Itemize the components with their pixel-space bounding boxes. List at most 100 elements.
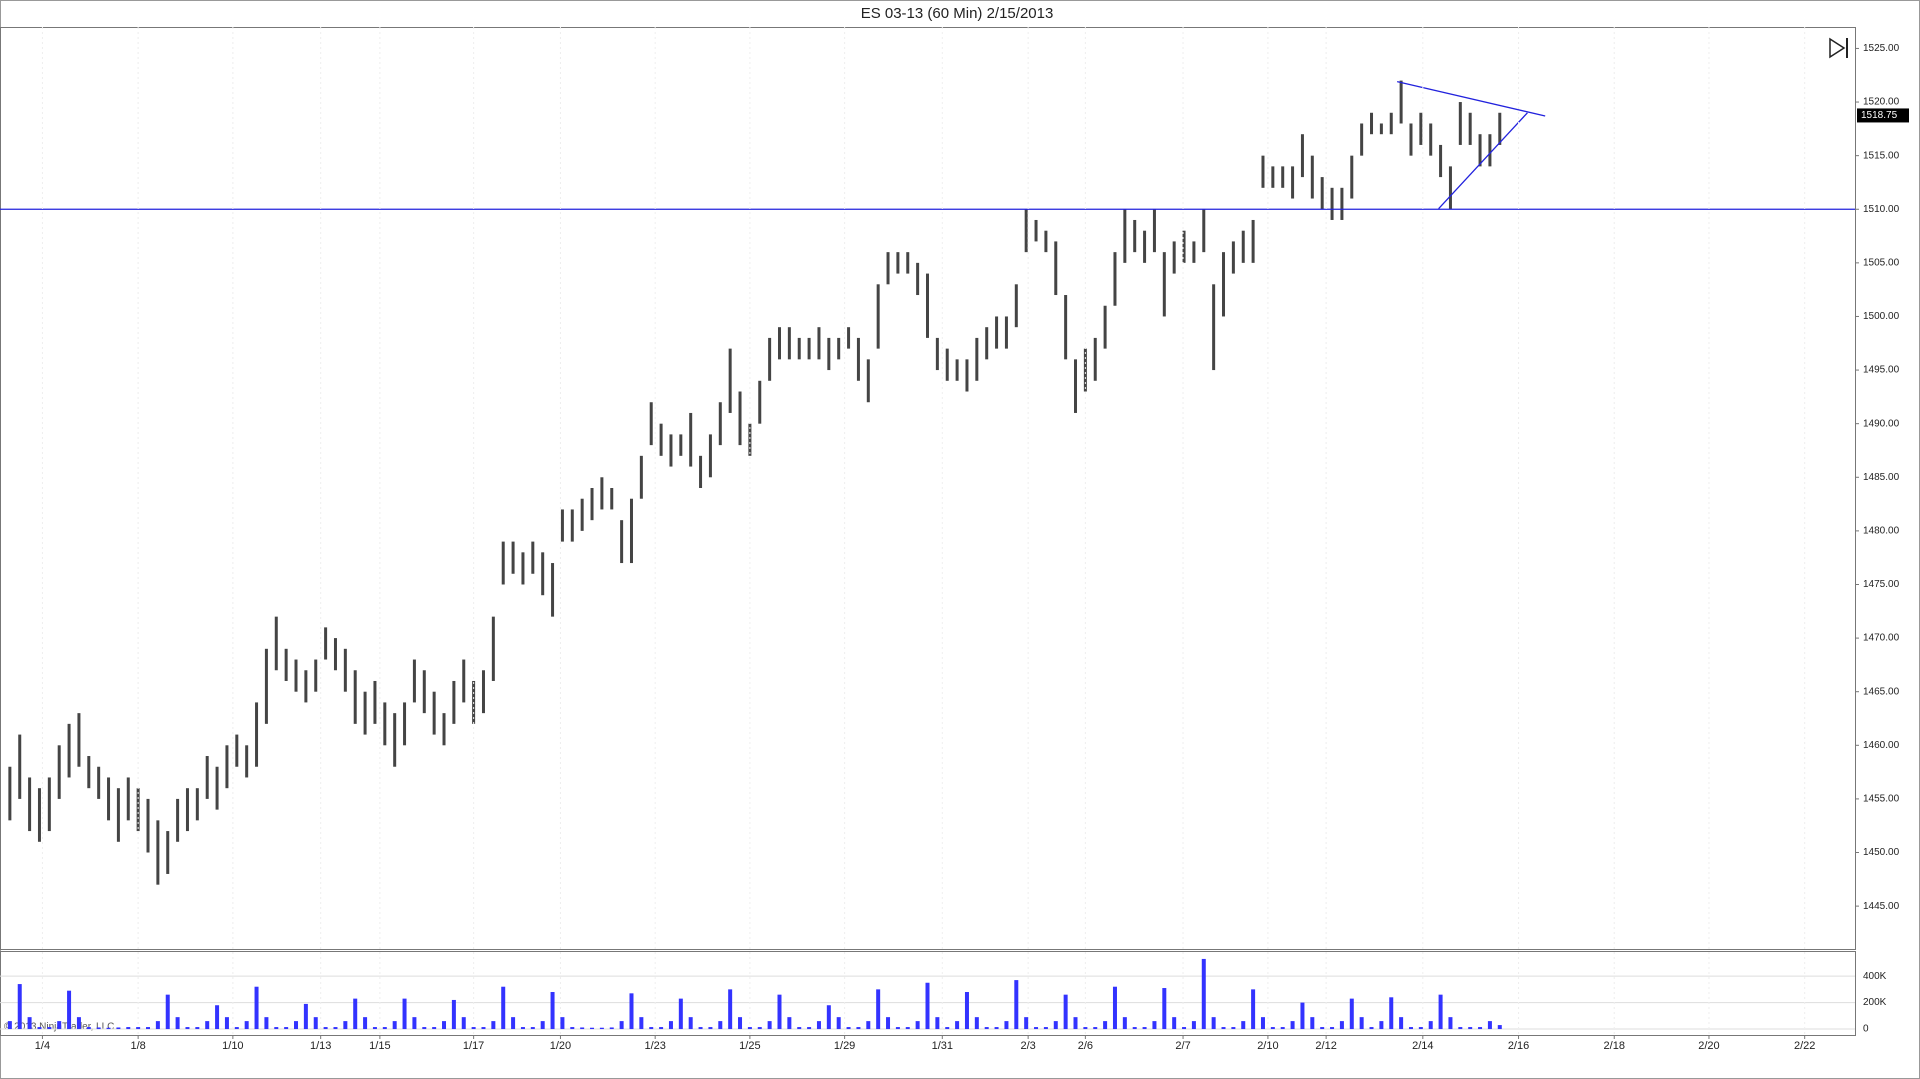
price-bar (758, 380, 762, 424)
volume-bar (1142, 1027, 1147, 1030)
price-bar (235, 734, 239, 767)
price-bar (1468, 112, 1472, 145)
volume-bar (1201, 958, 1206, 1030)
volume-bar (688, 1017, 693, 1030)
x-tick-label: 2/12 (1315, 1040, 1336, 1052)
volume-bar (826, 1005, 831, 1030)
price-bar (1004, 316, 1008, 349)
price-bar (639, 455, 643, 499)
last-price-box (1857, 108, 1909, 123)
price-bar (1291, 166, 1295, 199)
y-tick-label: 1510.00 (1863, 204, 1900, 215)
price-bar (87, 756, 91, 789)
volume-bar (1438, 994, 1443, 1030)
volume-bar (432, 1027, 437, 1030)
y-tick-label: 1460.00 (1863, 740, 1900, 751)
x-tick-label: 1/29 (834, 1040, 855, 1052)
volume-bar (1349, 998, 1354, 1030)
price-bar (107, 777, 111, 821)
price-bar (1054, 241, 1058, 296)
volume-bar (1320, 1027, 1325, 1030)
volume-bar (580, 1027, 585, 1030)
price-bar (343, 648, 347, 692)
price-bar (718, 402, 722, 446)
volume-bar (264, 1017, 269, 1030)
price-bar (955, 359, 959, 381)
price-bar (1123, 209, 1127, 263)
price-bar (728, 348, 732, 413)
price-bar (126, 777, 130, 821)
y-tick-label: 1475.00 (1863, 579, 1900, 590)
volume-bar (27, 1017, 32, 1030)
x-tick-label: 1/4 (35, 1040, 50, 1052)
volume-bar (185, 1027, 190, 1030)
volume-bar (323, 1027, 328, 1030)
price-bar (37, 788, 41, 842)
volume-bar (816, 1021, 821, 1030)
x-tick-label: 1/23 (644, 1040, 665, 1052)
price-bar (1360, 123, 1364, 156)
y-tick-label: 1445.00 (1863, 901, 1900, 912)
price-bar (18, 734, 22, 799)
end-icon[interactable] (1829, 37, 1848, 59)
volume-bar (846, 1027, 851, 1030)
price-bar (185, 788, 189, 832)
volume-bar (333, 1027, 338, 1030)
price-bar (906, 252, 910, 274)
price-bar (491, 616, 495, 681)
price-bar (1182, 230, 1186, 263)
price-bar (57, 745, 61, 799)
y-tick-label: 1505.00 (1863, 258, 1900, 269)
volume-bar (1270, 1027, 1275, 1030)
chart-title: ES 03-13 (60 Min) 2/15/2013 (861, 5, 1054, 22)
volume-bar (856, 1027, 861, 1030)
price-bar (1429, 123, 1433, 156)
volume-bar (757, 1027, 762, 1030)
volume-bar (1339, 1021, 1344, 1030)
volume-bar (1231, 1027, 1236, 1030)
volume-bar (116, 1027, 121, 1030)
end-icon-arrow[interactable] (1829, 37, 1846, 59)
volume-bar (511, 1017, 516, 1030)
y-tick-label: 1450.00 (1863, 847, 1900, 858)
volume-bar (876, 989, 881, 1030)
price-bar (245, 745, 249, 778)
volume-bar (1280, 1027, 1285, 1030)
volume-bar (550, 992, 555, 1030)
volume-bar (136, 1027, 141, 1030)
price-bar (274, 616, 278, 671)
volume-bar (175, 1017, 180, 1030)
price-bar (1488, 134, 1492, 167)
price-bar (146, 798, 150, 853)
volume-bar (126, 1027, 131, 1030)
price-bar (166, 831, 170, 874)
volume-bar (668, 1021, 673, 1030)
price-bar (1281, 166, 1285, 188)
volume-bar (1103, 1021, 1108, 1030)
y-tick-label: 1515.00 (1863, 150, 1900, 161)
volume-bar (708, 1027, 713, 1030)
price-bar (827, 337, 831, 371)
volume-bar (274, 1027, 279, 1030)
x-tick-label: 1/10 (222, 1040, 243, 1052)
y-tick-label: 1490.00 (1863, 418, 1900, 429)
y-tick-label: 1525.00 (1863, 43, 1900, 54)
price-bar (333, 638, 337, 671)
price-bar (511, 541, 515, 574)
volume-bar (382, 1027, 387, 1030)
price-bar (1103, 305, 1107, 349)
price-bar (284, 648, 288, 681)
volume-bar (471, 1027, 476, 1030)
price-bar (708, 434, 712, 478)
price-bar (1439, 144, 1443, 178)
volume-bar (481, 1027, 486, 1030)
price-bar (1034, 219, 1038, 242)
price-bar (1024, 209, 1028, 253)
price-bar (1271, 166, 1275, 188)
volume-bar (1408, 1027, 1413, 1030)
x-tick-label: 1/25 (739, 1040, 760, 1052)
price-bar (699, 455, 703, 488)
price-bar (1320, 177, 1324, 210)
price-bar (77, 713, 81, 767)
